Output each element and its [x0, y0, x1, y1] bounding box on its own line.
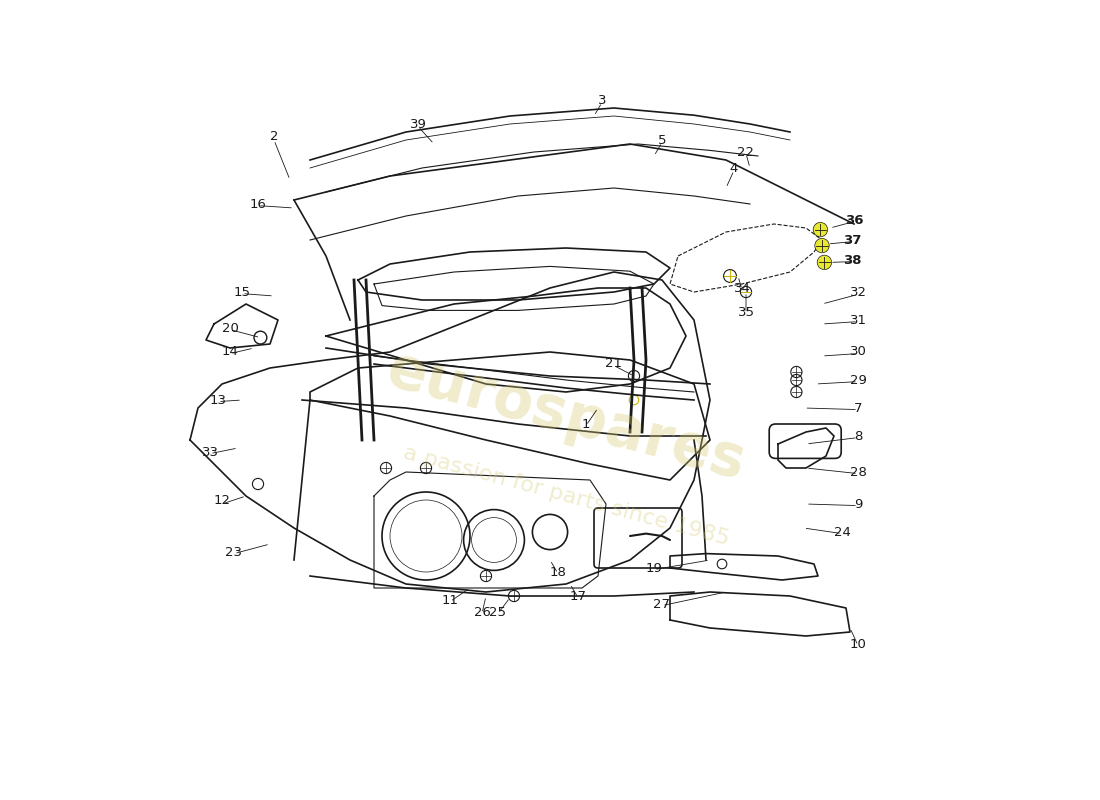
Text: 37: 37 [844, 234, 861, 246]
Text: 14: 14 [221, 346, 239, 358]
Text: 5: 5 [658, 134, 667, 146]
Text: 23: 23 [226, 546, 242, 558]
Text: 19: 19 [646, 562, 662, 574]
Text: 20: 20 [221, 322, 239, 334]
Text: 10: 10 [849, 638, 867, 650]
Text: 1: 1 [582, 418, 591, 430]
Text: 24: 24 [834, 526, 850, 538]
Text: 21: 21 [605, 358, 623, 370]
Text: 33: 33 [201, 446, 219, 458]
Text: 28: 28 [849, 466, 867, 478]
Text: 36: 36 [845, 214, 864, 226]
Text: 8: 8 [854, 430, 862, 442]
Text: a passion for parts since 1985: a passion for parts since 1985 [400, 442, 732, 550]
Text: 38: 38 [843, 254, 861, 266]
Text: 17: 17 [570, 590, 586, 602]
Text: 35: 35 [737, 306, 755, 318]
Text: 7: 7 [854, 402, 862, 414]
Text: 32: 32 [849, 286, 867, 298]
Text: 11: 11 [441, 594, 459, 606]
Text: 29: 29 [849, 374, 867, 386]
Circle shape [815, 238, 829, 253]
Text: 16: 16 [250, 198, 266, 210]
Text: 4: 4 [729, 162, 738, 174]
Text: 2: 2 [270, 130, 278, 142]
Text: 30: 30 [849, 346, 867, 358]
Text: 13: 13 [209, 394, 227, 406]
Text: 25: 25 [490, 606, 506, 618]
Text: eurospares: eurospares [381, 341, 751, 491]
Text: 3: 3 [597, 94, 606, 106]
Text: 39: 39 [409, 118, 427, 130]
Text: 34: 34 [734, 282, 750, 294]
Text: 26: 26 [474, 606, 491, 618]
Text: 31: 31 [849, 314, 867, 326]
Circle shape [817, 255, 832, 270]
Text: 9: 9 [854, 498, 862, 510]
Text: 15: 15 [233, 286, 251, 298]
Text: 12: 12 [213, 494, 231, 506]
Text: 22: 22 [737, 146, 755, 158]
Text: 27: 27 [653, 598, 671, 610]
Circle shape [813, 222, 827, 237]
Text: 18: 18 [550, 566, 566, 578]
